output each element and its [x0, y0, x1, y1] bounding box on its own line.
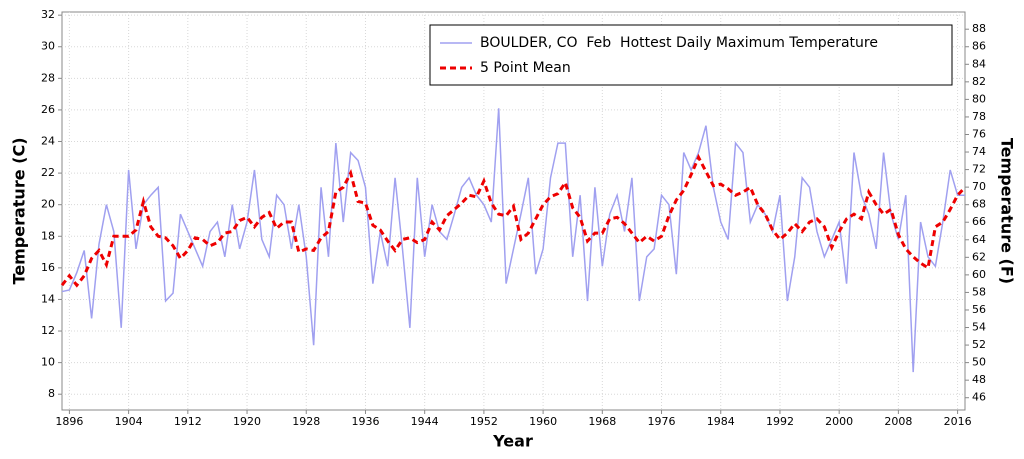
x-tick-label: 1992 [766, 415, 794, 428]
x-tick-label: 2008 [884, 415, 912, 428]
y2-tick-label: 58 [972, 285, 986, 298]
y2-tick-label: 80 [972, 92, 986, 105]
y2-tick-label: 84 [972, 57, 986, 70]
y2-tick-label: 50 [972, 356, 986, 369]
x-tick-label: 1944 [411, 415, 439, 428]
y2-tick-label: 74 [972, 145, 986, 158]
y-tick-label: 30 [41, 40, 55, 53]
x-tick-label: 1928 [292, 415, 320, 428]
plot-frame [61, 11, 966, 411]
y2-axis-title: Temperature (F) [998, 138, 1017, 284]
legend-label: BOULDER, CO Feb Hottest Daily Maximum Te… [480, 35, 878, 51]
y2-tick-label: 62 [972, 250, 986, 263]
legend: BOULDER, CO Feb Hottest Daily Maximum Te… [429, 24, 953, 86]
y-tick-label: 16 [41, 261, 55, 274]
y2-tick-label: 64 [972, 233, 986, 246]
x-axis-title: Year [492, 432, 533, 451]
x-tick-label: 1936 [351, 415, 379, 428]
y2-tick-label: 72 [972, 163, 986, 176]
y2-tick-label: 56 [972, 303, 986, 316]
y2-tick-label: 60 [972, 268, 986, 281]
y-tick-label: 32 [41, 8, 55, 21]
series-line [61, 108, 965, 373]
series-line [60, 153, 967, 288]
y2-tick-label: 82 [972, 75, 986, 88]
legend-label: 5 Point Mean [480, 60, 571, 76]
y2-tick-label: 48 [972, 373, 986, 386]
x-tick-label: 1896 [55, 415, 83, 428]
y2-tick-label: 52 [972, 338, 986, 351]
y2-tick-label: 66 [972, 215, 986, 228]
x-tick-label: 1920 [233, 415, 261, 428]
x-tick-label: 1984 [707, 415, 735, 428]
y2-tick-label: 68 [972, 198, 986, 211]
x-tick-label: 1960 [529, 415, 557, 428]
x-tick-label: 2016 [944, 415, 972, 428]
y2-tick-label: 54 [972, 321, 986, 334]
y-tick-label: 10 [41, 356, 55, 369]
y2-tick-label: 88 [972, 22, 986, 35]
y-tick-label: 8 [48, 387, 55, 400]
x-tick-label: 1952 [470, 415, 498, 428]
legend-box [429, 24, 953, 86]
x-tick-label: 1904 [115, 415, 143, 428]
y-axis-title: Temperature (C) [10, 137, 29, 284]
y-tick-label: 24 [41, 135, 55, 148]
y-tick-label: 18 [41, 229, 55, 242]
y2-tick-label: 78 [972, 110, 986, 123]
y-tick-label: 14 [41, 292, 55, 305]
y2-tick-label: 46 [972, 391, 986, 404]
y-tick-label: 26 [41, 103, 55, 116]
x-tick-label: 2000 [825, 415, 853, 428]
x-tick-label: 1968 [588, 415, 616, 428]
x-tick-label: 1976 [648, 415, 676, 428]
y2-tick-label: 86 [972, 40, 986, 53]
y-tick-label: 28 [41, 71, 55, 84]
y-tick-label: 20 [41, 198, 55, 211]
y-tick-label: 12 [41, 324, 55, 337]
y-tick-label: 22 [41, 166, 55, 179]
y2-tick-label: 76 [972, 127, 986, 140]
y2-tick-label: 70 [972, 180, 986, 193]
x-tick-label: 1912 [174, 415, 202, 428]
lines [60, 108, 967, 373]
